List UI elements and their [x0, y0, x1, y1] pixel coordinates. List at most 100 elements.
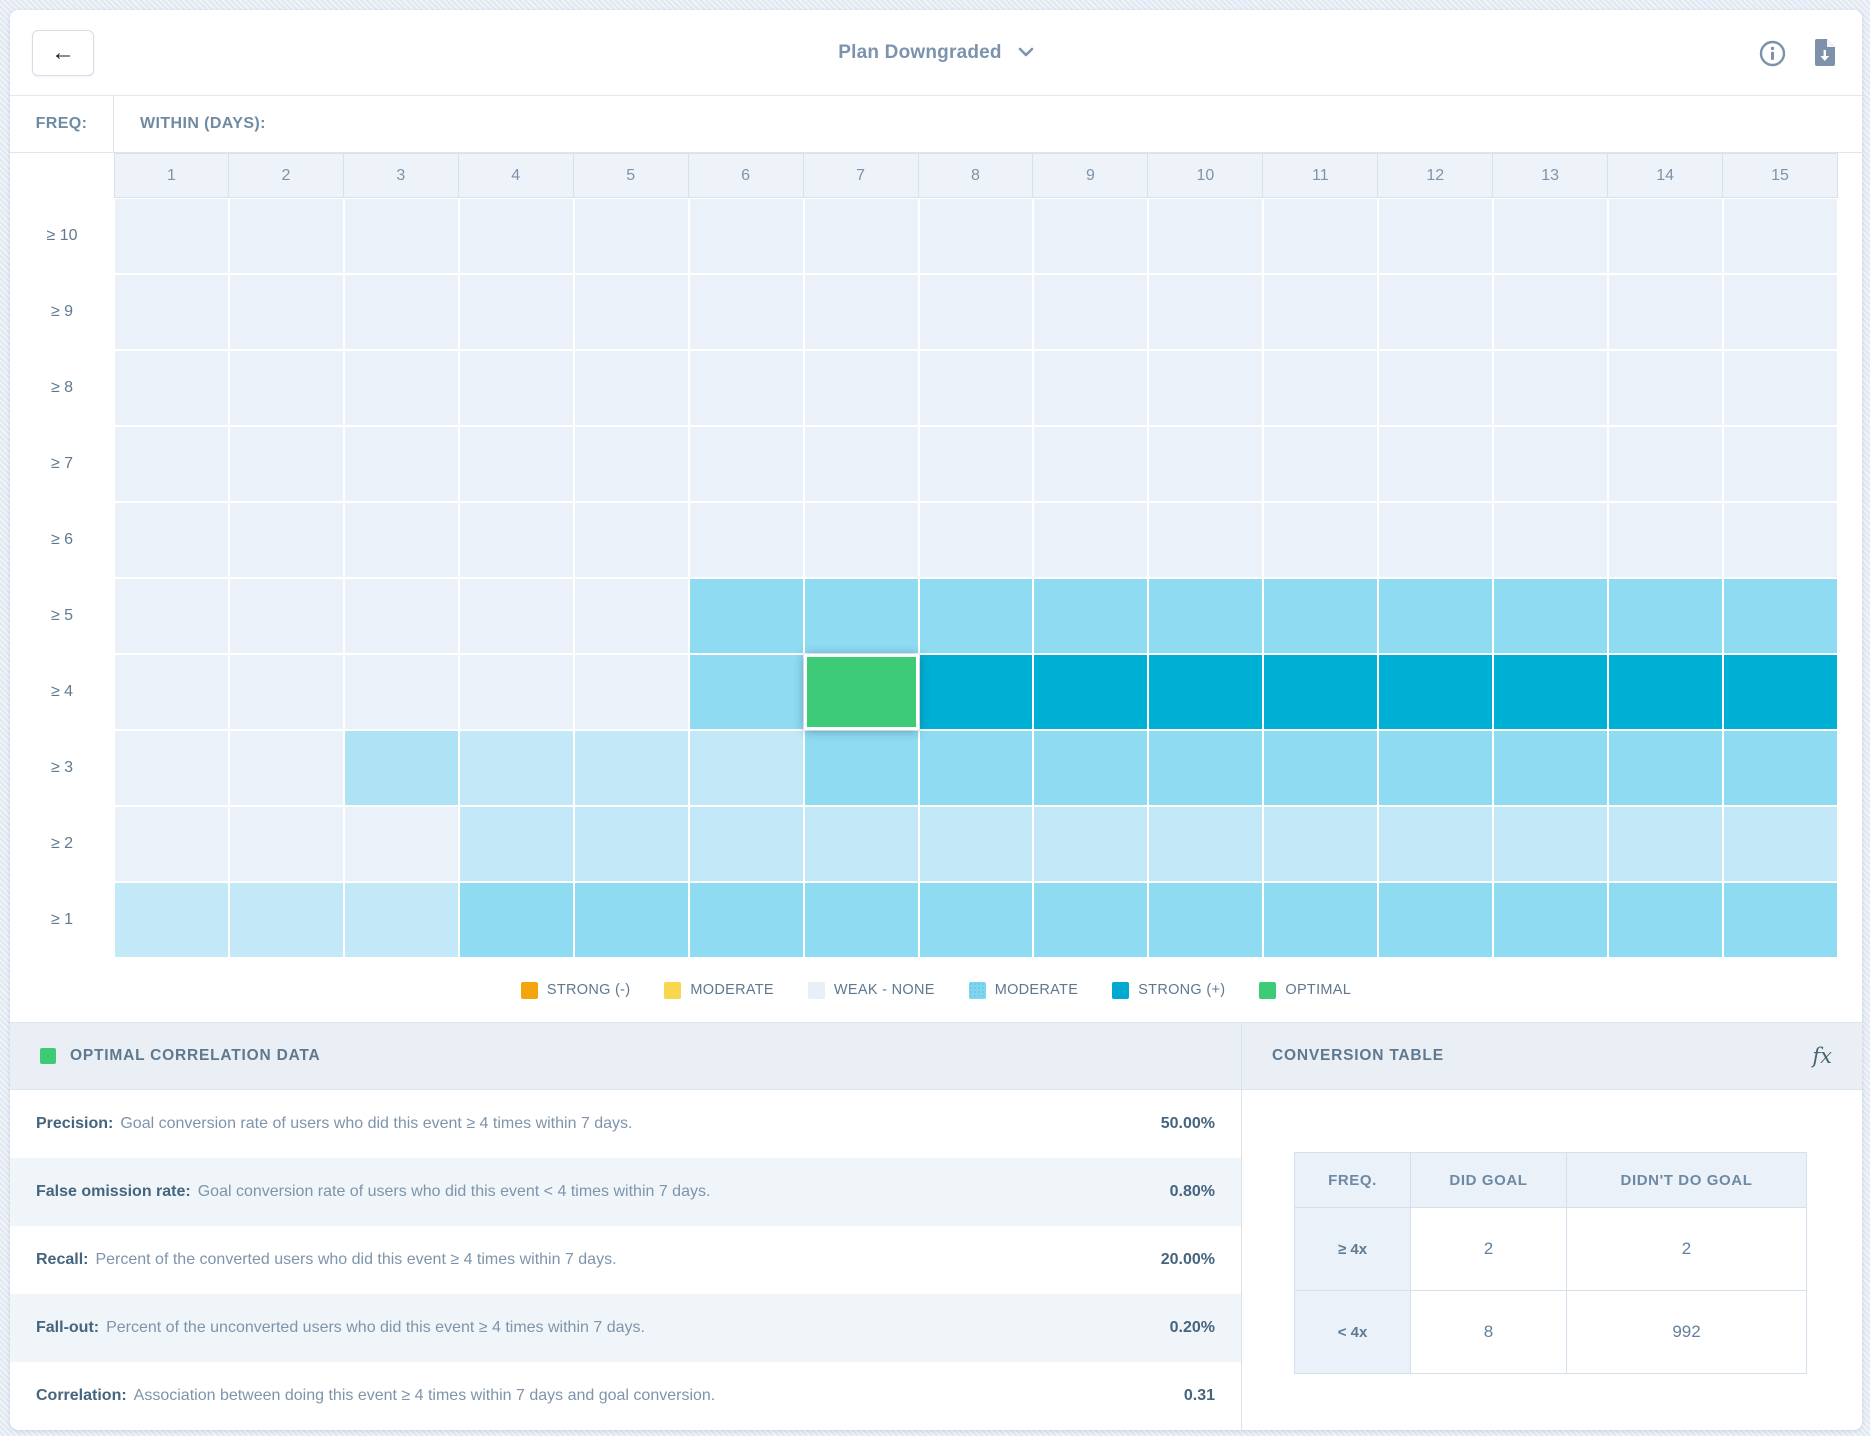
heatmap-cell[interactable] [688, 578, 804, 654]
heatmap-cell[interactable] [1148, 882, 1264, 958]
heatmap-cell[interactable] [343, 198, 459, 274]
heatmap-cell[interactable] [228, 502, 344, 578]
heatmap-cell[interactable] [1493, 578, 1609, 654]
heatmap-cell[interactable] [343, 578, 459, 654]
heatmap-cell[interactable] [1148, 578, 1264, 654]
heatmap-cell[interactable] [1033, 578, 1149, 654]
heatmap-cell[interactable] [803, 882, 919, 958]
heatmap-cell[interactable] [1033, 426, 1149, 502]
heatmap-cell[interactable] [458, 806, 574, 882]
heatmap-cell[interactable] [343, 350, 459, 426]
heatmap-cell[interactable] [1263, 578, 1379, 654]
heatmap-cell[interactable] [803, 730, 919, 806]
heatmap-cell[interactable] [803, 426, 919, 502]
heatmap-cell[interactable] [1263, 350, 1379, 426]
heatmap-cell[interactable] [1378, 578, 1494, 654]
heatmap-cell[interactable] [343, 654, 459, 730]
heatmap-cell[interactable] [918, 274, 1034, 350]
heatmap-cell[interactable] [1723, 274, 1838, 350]
heatmap-cell[interactable] [458, 578, 574, 654]
heatmap-cell[interactable] [1033, 502, 1149, 578]
heatmap-cell[interactable] [458, 198, 574, 274]
heatmap-cell[interactable] [688, 654, 804, 730]
heatmap-cell[interactable] [1608, 274, 1724, 350]
heatmap-cell[interactable] [688, 730, 804, 806]
heatmap-cell[interactable] [573, 350, 689, 426]
heatmap-cell[interactable] [573, 198, 689, 274]
heatmap-cell[interactable] [573, 426, 689, 502]
heatmap-cell[interactable] [114, 654, 229, 730]
heatmap-cell[interactable] [114, 426, 229, 502]
heatmap-cell[interactable] [1723, 654, 1838, 730]
heatmap-cell[interactable] [1608, 198, 1724, 274]
heatmap-cell[interactable] [803, 274, 919, 350]
heatmap-cell[interactable] [803, 502, 919, 578]
heatmap-cell[interactable] [688, 806, 804, 882]
heatmap-cell[interactable] [1378, 350, 1494, 426]
heatmap-cell[interactable] [918, 730, 1034, 806]
heatmap-cell[interactable] [573, 806, 689, 882]
heatmap-cell[interactable] [228, 730, 344, 806]
heatmap-cell[interactable] [458, 426, 574, 502]
heatmap-cell[interactable] [1263, 882, 1379, 958]
heatmap-cell[interactable] [343, 426, 459, 502]
heatmap-cell[interactable] [228, 274, 344, 350]
heatmap-cell[interactable] [1723, 502, 1838, 578]
heatmap-cell[interactable] [918, 882, 1034, 958]
heatmap-cell[interactable] [114, 198, 229, 274]
heatmap-cell[interactable] [228, 882, 344, 958]
heatmap-cell[interactable] [114, 730, 229, 806]
heatmap-cell[interactable] [803, 578, 919, 654]
heatmap-cell[interactable] [688, 882, 804, 958]
heatmap-cell[interactable] [114, 502, 229, 578]
heatmap-cell[interactable] [1378, 730, 1494, 806]
heatmap-cell[interactable] [573, 274, 689, 350]
back-button[interactable]: ← [32, 30, 94, 76]
heatmap-cell[interactable] [573, 578, 689, 654]
heatmap-cell[interactable] [1148, 654, 1264, 730]
heatmap-cell[interactable] [918, 350, 1034, 426]
heatmap-cell[interactable] [1148, 806, 1264, 882]
heatmap-cell[interactable] [114, 274, 229, 350]
heatmap-cell[interactable] [1723, 806, 1838, 882]
heatmap-cell[interactable] [228, 350, 344, 426]
heatmap-cell[interactable] [1148, 198, 1264, 274]
heatmap-cell[interactable] [1263, 502, 1379, 578]
heatmap-cell[interactable] [1033, 806, 1149, 882]
heatmap-cell[interactable] [573, 882, 689, 958]
heatmap-cell[interactable] [1608, 350, 1724, 426]
heatmap-cell[interactable] [1723, 578, 1838, 654]
title-dropdown[interactable]: Plan Downgraded [10, 10, 1862, 96]
heatmap-cell[interactable] [1033, 198, 1149, 274]
info-icon[interactable] [1759, 40, 1786, 67]
heatmap-cell[interactable] [1723, 730, 1838, 806]
heatmap-cell[interactable] [573, 502, 689, 578]
heatmap-cell[interactable] [688, 426, 804, 502]
heatmap-cell[interactable] [918, 806, 1034, 882]
heatmap-cell[interactable] [343, 882, 459, 958]
heatmap-cell[interactable] [1608, 426, 1724, 502]
heatmap-cell[interactable] [1263, 426, 1379, 502]
heatmap-cell[interactable] [114, 350, 229, 426]
heatmap-cell[interactable] [573, 730, 689, 806]
heatmap-cell[interactable] [1723, 350, 1838, 426]
heatmap-cell[interactable] [228, 198, 344, 274]
heatmap-cell[interactable] [1148, 426, 1264, 502]
heatmap-cell[interactable] [1148, 730, 1264, 806]
heatmap-cell[interactable] [1033, 350, 1149, 426]
heatmap-cell[interactable] [1493, 806, 1609, 882]
heatmap-cell[interactable] [1378, 274, 1494, 350]
heatmap-cell[interactable] [1033, 274, 1149, 350]
heatmap-cell[interactable] [458, 654, 574, 730]
heatmap-cell[interactable] [1723, 426, 1838, 502]
heatmap-cell[interactable] [1263, 730, 1379, 806]
heatmap-cell[interactable] [1148, 274, 1264, 350]
heatmap-cell[interactable] [1263, 274, 1379, 350]
heatmap-cell[interactable] [688, 198, 804, 274]
heatmap-cell[interactable] [1033, 654, 1149, 730]
heatmap-cell[interactable] [1378, 806, 1494, 882]
heatmap-cell[interactable] [1263, 806, 1379, 882]
heatmap-cell[interactable] [1378, 654, 1494, 730]
heatmap-cell[interactable] [1493, 654, 1609, 730]
heatmap-cell[interactable] [458, 350, 574, 426]
